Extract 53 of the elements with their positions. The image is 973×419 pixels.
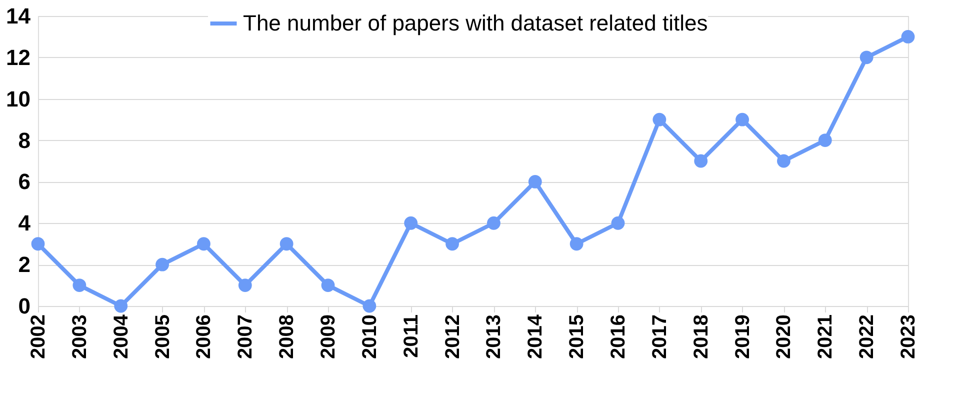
point [487,216,500,230]
point [114,299,128,313]
point [156,258,169,272]
x-tick-label: 2023 [898,314,920,359]
x-tick-label: 2022 [856,314,878,359]
point [901,30,915,44]
point [818,134,832,147]
y-tick-label: 0 [18,294,30,318]
y-tick-label: 6 [18,169,30,194]
x-tick-label: 2005 [152,314,174,359]
x-tick-label: 2006 [193,314,216,359]
point [694,154,708,168]
y-tick-label: 12 [6,44,30,70]
point [611,216,625,230]
x-tick-label: 2021 [814,314,837,359]
point [652,112,666,126]
x-tick-label: 2012 [442,314,464,359]
point [446,237,459,251]
x-tick-label: 2016 [608,314,630,359]
point [736,112,749,126]
point [197,237,210,251]
y-tick-label: 10 [6,86,30,112]
point [528,175,542,188]
point [362,299,376,313]
y-tick-label: 2 [18,252,30,278]
legend-label: The number of papers with dataset related titles [243,10,708,36]
x-tick-label: 2017 [648,314,671,359]
x-tick-label: 2013 [483,314,506,359]
x-tick-label: 2019 [732,314,754,359]
x-tick-label: 2009 [318,314,340,359]
point [280,237,294,251]
x-tick-label: 2004 [110,314,132,359]
point [570,237,584,251]
y-tick-label: 14 [6,4,32,28]
x-tick-label: 2011 [400,314,422,358]
x-tick-label: 2018 [690,314,712,359]
x-tick-label: 2020 [773,314,796,359]
point [238,278,252,292]
x-tick-label: 2015 [566,314,588,359]
x-tick-label: 2002 [28,314,50,359]
x-tick-label: 2003 [68,314,91,359]
x-tick-label: 2007 [234,314,257,359]
point [321,278,335,292]
point [404,216,418,230]
x-tick-label: 2014 [524,314,547,359]
point [860,50,874,64]
point [777,154,790,168]
x-tick-label: 2010 [358,314,381,359]
point [31,237,45,251]
y-tick-label: 8 [18,128,30,153]
x-tick-label: 2008 [276,314,298,359]
y-tick-label: 4 [18,210,32,236]
point [72,278,86,292]
